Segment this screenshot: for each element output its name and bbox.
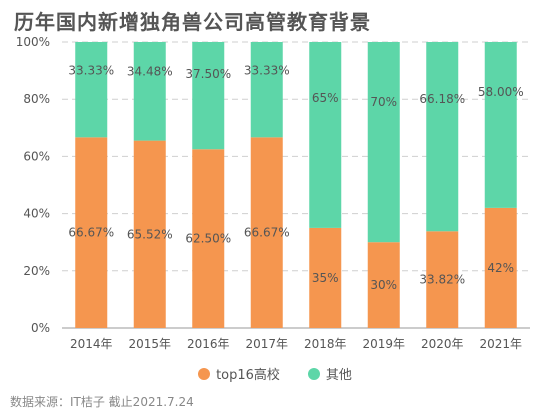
data-label-other: 33.33% — [68, 64, 114, 78]
data-label-other: 37.50% — [185, 67, 231, 81]
data-label-top16: 62.50% — [185, 232, 231, 246]
bar-other — [250, 42, 283, 138]
x-tick-label: 2016年 — [187, 337, 230, 351]
bar-other — [367, 42, 400, 243]
y-tick-label: 100% — [16, 35, 50, 49]
y-tick-label: 80% — [23, 92, 50, 106]
data-label-other: 70% — [370, 95, 397, 109]
legend-label-other: 其他 — [325, 368, 352, 383]
bar-top16 — [192, 149, 225, 328]
data-source-note: 数据来源：IT桔子 截止2021.7.24 — [10, 395, 194, 409]
y-tick-label: 60% — [23, 149, 50, 163]
bar-other — [133, 42, 166, 141]
x-tick-label: 2021年 — [479, 337, 522, 351]
y-tick-label: 20% — [23, 264, 50, 278]
bar-other — [192, 42, 225, 150]
legend: top16高校 其他 — [0, 364, 550, 383]
x-tick-label: 2019年 — [362, 337, 405, 351]
y-tick-label: 0% — [31, 321, 50, 335]
bar-other — [309, 42, 342, 228]
data-label-other: 33.33% — [244, 64, 290, 78]
y-tick-label: 40% — [23, 207, 50, 221]
legend-marker-other — [307, 367, 320, 380]
legend-marker-top16 — [198, 367, 211, 380]
x-tick-label: 2014年 — [70, 337, 113, 351]
data-label-other: 66.18% — [419, 92, 465, 106]
bar-other — [75, 42, 108, 138]
bar-other — [484, 42, 517, 208]
data-label-top16: 30% — [370, 278, 397, 292]
data-label-other: 58.00% — [478, 85, 524, 99]
bar-other — [426, 42, 459, 232]
data-label-top16: 65.52% — [127, 227, 173, 241]
bar-top16 — [250, 137, 283, 328]
data-label-other: 34.48% — [127, 65, 173, 79]
legend-label-top16: top16高校 — [216, 368, 280, 383]
x-tick-label: 2018年 — [304, 337, 347, 351]
bar-top16 — [426, 231, 459, 328]
data-label-top16: 66.67% — [68, 226, 114, 240]
data-label-top16: 42% — [487, 261, 514, 275]
data-label-other: 65% — [312, 91, 339, 105]
chart-title: 历年国内新增独角兽公司高管教育背景 — [14, 10, 371, 34]
legend-item-top16: top16高校 — [198, 364, 280, 383]
x-tick-label: 2020年 — [421, 337, 464, 351]
bar-top16 — [367, 242, 400, 328]
data-label-top16: 35% — [312, 271, 339, 285]
x-tick-label: 2015年 — [128, 337, 171, 351]
data-label-top16: 33.82% — [419, 273, 465, 287]
bar-top16 — [484, 207, 517, 328]
legend-item-other: 其他 — [307, 364, 352, 383]
stacked-bar-chart: 0% 20% 40% 60% 80% 100% 66.67% 33.33% 2014年 65.52… — [16, 35, 530, 351]
bar-top16 — [75, 137, 108, 328]
bar-top16 — [309, 227, 342, 328]
bar-top16 — [133, 140, 166, 328]
x-tick-label: 2017年 — [245, 337, 288, 351]
data-label-top16: 66.67% — [244, 226, 290, 240]
